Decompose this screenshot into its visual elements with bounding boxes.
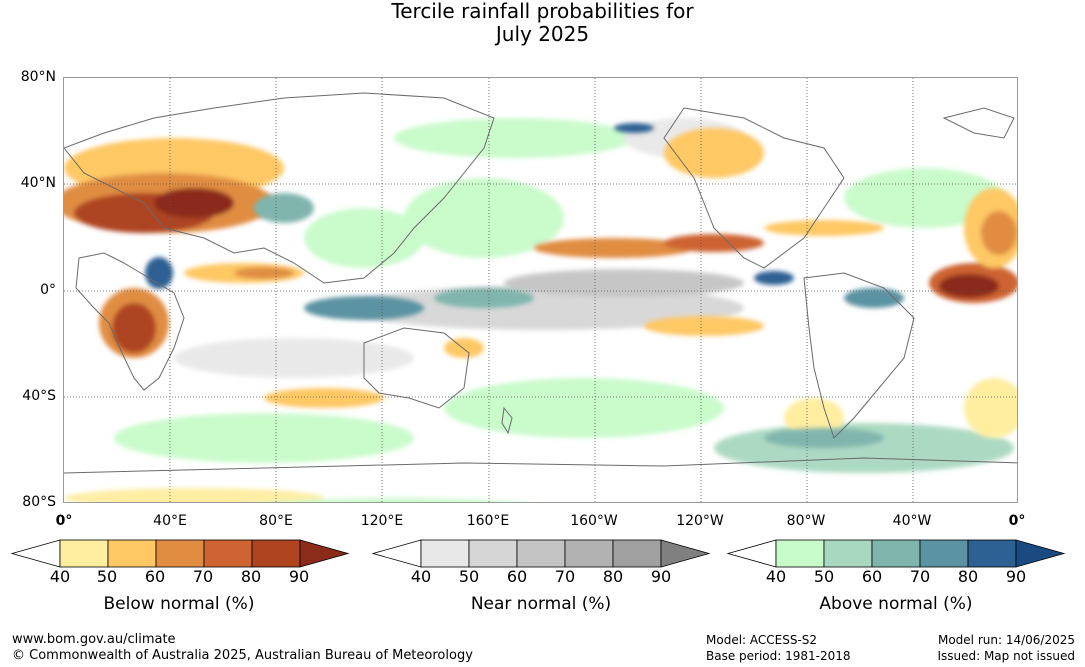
lat-label-40s: 40°S: [22, 388, 56, 404]
probability-map: [63, 77, 1018, 503]
below-tick-80: 80: [240, 567, 262, 586]
lon-label-120e: 120°E: [360, 513, 404, 529]
below-tick-50: 50: [96, 567, 118, 586]
footer-copyright: © Commonwealth of Australia 2025, Austra…: [12, 648, 473, 663]
above-colorbar-segment: [823, 539, 873, 568]
below-colorbar-segment: [59, 539, 109, 568]
footer-base-period: Base period: 1981-2018: [706, 649, 851, 663]
lon-label-80e: 80°E: [259, 513, 293, 529]
near-normal-colorbar: [371, 539, 711, 568]
near-colorbar-high-arrow: [660, 539, 711, 568]
near-colorbar-segment: [612, 539, 662, 568]
near-colorbar-low-arrow: [371, 539, 422, 568]
below-tick-60: 60: [144, 567, 166, 586]
below-colorbar-low-arrow: [10, 539, 61, 568]
footer-model: Model: ACCESS-S2: [706, 633, 818, 647]
above-colorbar-segment: [967, 539, 1017, 568]
below-colorbar-segment: [107, 539, 157, 568]
above-colorbar-segment: [871, 539, 921, 568]
above-tick-50: 50: [813, 567, 835, 586]
above-tick-80: 80: [957, 567, 979, 586]
above-colorbar-high-arrow: [1015, 539, 1066, 568]
lon-label-40w: 40°W: [892, 513, 932, 529]
graticule: [64, 78, 1017, 502]
above-normal-title: Above normal (%): [819, 594, 973, 614]
below-colorbar-segment: [251, 539, 301, 568]
lon-label-160e: 160°E: [466, 513, 510, 529]
above-tick-70: 70: [909, 567, 931, 586]
near-normal-title: Near normal (%): [470, 594, 612, 614]
near-tick-50: 50: [458, 567, 480, 586]
above-colorbar-segment: [775, 539, 825, 568]
near-tick-90: 90: [650, 567, 672, 586]
below-colorbar-segment: [203, 539, 253, 568]
near-colorbar-segment: [516, 539, 566, 568]
below-normal-patches: [64, 128, 1017, 438]
near-tick-40: 40: [410, 567, 432, 586]
near-tick-70: 70: [554, 567, 576, 586]
below-tick-90: 90: [288, 567, 310, 586]
lat-label-0: 0°: [40, 282, 56, 298]
below-colorbar-segment: [155, 539, 205, 568]
lat-label-80s: 80°S: [22, 494, 56, 510]
above-tick-60: 60: [861, 567, 883, 586]
lon-label-0-right: 0°: [1008, 513, 1026, 529]
title-line-1: Tercile rainfall probabilities for: [391, 0, 694, 23]
near-colorbar-segment: [468, 539, 518, 568]
above-tick-40: 40: [765, 567, 787, 586]
below-tick-40: 40: [49, 567, 71, 586]
lon-label-0-left: 0°: [55, 513, 73, 529]
lon-label-40e: 40°E: [153, 513, 187, 529]
below-tick-70: 70: [192, 567, 214, 586]
map-title: Tercile rainfall probabilities for July …: [0, 0, 1085, 46]
above-normal-patches: [145, 123, 904, 448]
near-colorbar-svg: [371, 539, 711, 568]
footer-model-run: Model run: 14/06/2025: [937, 633, 1075, 647]
above-colorbar-segment: [919, 539, 969, 568]
below-normal-title: Below normal (%): [103, 594, 255, 614]
map-canvas: [64, 78, 1017, 502]
near-tick-60: 60: [506, 567, 528, 586]
coastlines: [64, 92, 1017, 474]
near-colorbar-segment: [564, 539, 614, 568]
footer-issued: Issued: Map not issued: [937, 649, 1075, 663]
lat-label-80n: 80°N: [20, 69, 56, 85]
below-colorbar-high-arrow: [299, 539, 350, 568]
above-normal-colorbar: [726, 539, 1066, 568]
below-colorbar-svg: [10, 539, 350, 568]
lat-label-40n: 40°N: [20, 175, 56, 191]
lon-label-160w: 160°W: [570, 513, 618, 529]
near-tick-80: 80: [602, 567, 624, 586]
above-colorbar-svg: [726, 539, 1066, 568]
above-colorbar-low-arrow: [726, 539, 777, 568]
near-colorbar-segment: [420, 539, 470, 568]
footer-url: www.bom.gov.au/climate: [12, 632, 176, 647]
above-tick-90: 90: [1005, 567, 1027, 586]
lon-label-120w: 120°W: [676, 513, 724, 529]
title-line-2: July 2025: [495, 22, 590, 46]
lon-label-80w: 80°W: [786, 513, 826, 529]
below-normal-colorbar: [10, 539, 350, 568]
